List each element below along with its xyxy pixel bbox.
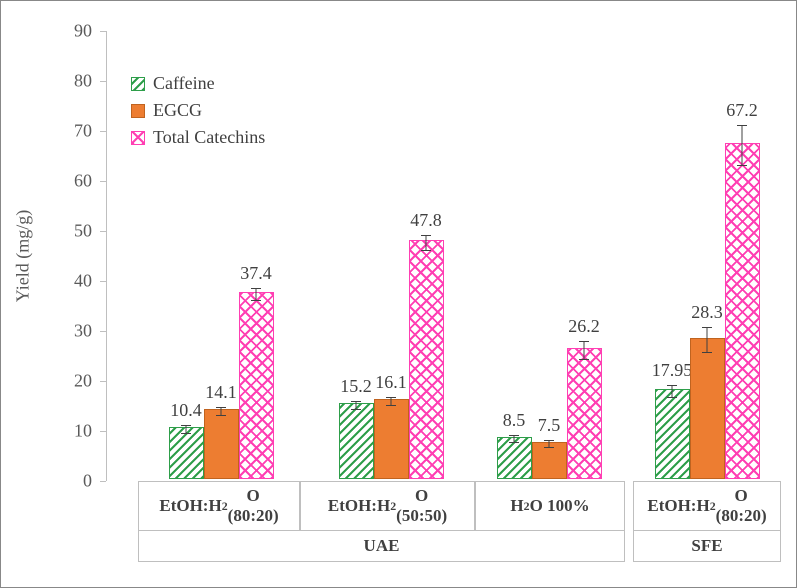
bar: [339, 403, 374, 479]
x-category-label: H2O 100%: [475, 481, 625, 531]
y-tick-label: 20: [74, 371, 92, 392]
bar: [690, 338, 725, 480]
legend-swatch: [131, 77, 145, 91]
x-category-label: EtOH:H2O(80:20): [633, 481, 781, 531]
legend: Caffeine EGCG Total Catechins: [131, 73, 265, 154]
bar-value-label: 26.2: [568, 316, 600, 337]
y-tick-label: 40: [74, 271, 92, 292]
x-category-label: EtOH:H2O(80:20): [138, 481, 300, 531]
bar: [567, 348, 602, 479]
bar-value-label: 10.4: [170, 400, 202, 421]
y-tick-label: 30: [74, 321, 92, 342]
y-tick-label: 70: [74, 121, 92, 142]
bar: [204, 409, 239, 480]
bar: [725, 143, 760, 479]
x-category-group-label: SFE: [633, 530, 781, 562]
bar: [409, 240, 444, 479]
y-axis-title: Yield (mg/g): [13, 210, 34, 303]
y-tick-label: 50: [74, 221, 92, 242]
y-tick-label: 90: [74, 21, 92, 42]
yield-chart: Yield (mg/g) Caffeine EGCG Total Catechins…: [0, 0, 797, 588]
legend-item: EGCG: [131, 100, 265, 121]
legend-label: Total Catechins: [153, 127, 265, 148]
bar-value-label: 15.2: [340, 376, 372, 397]
bar-value-label: 17.95: [652, 360, 693, 381]
legend-item: Total Catechins: [131, 127, 265, 148]
x-category-label: EtOH:H2O(50:50): [300, 481, 475, 531]
bar-value-label: 14.1: [205, 382, 237, 403]
y-tick-label: 0: [83, 471, 92, 492]
y-tick-label: 60: [74, 171, 92, 192]
bar: [655, 389, 690, 479]
bar: [239, 292, 274, 479]
bar-value-label: 7.5: [538, 415, 561, 436]
x-category-group-label: UAE: [138, 530, 625, 562]
bar-value-label: 16.1: [375, 372, 407, 393]
y-tick-label: 10: [74, 421, 92, 442]
bar-value-label: 37.4: [240, 263, 272, 284]
legend-swatch: [131, 131, 145, 145]
legend-swatch: [131, 104, 145, 118]
legend-label: Caffeine: [153, 73, 215, 94]
bar: [169, 427, 204, 479]
bar-value-label: 28.3: [691, 302, 723, 323]
legend-item: Caffeine: [131, 73, 265, 94]
bar-value-label: 8.5: [503, 410, 526, 431]
bar-value-label: 47.8: [410, 210, 442, 231]
bar-value-label: 67.2: [726, 100, 758, 121]
y-tick-label: 80: [74, 71, 92, 92]
bar: [374, 399, 409, 480]
legend-label: EGCG: [153, 100, 202, 121]
